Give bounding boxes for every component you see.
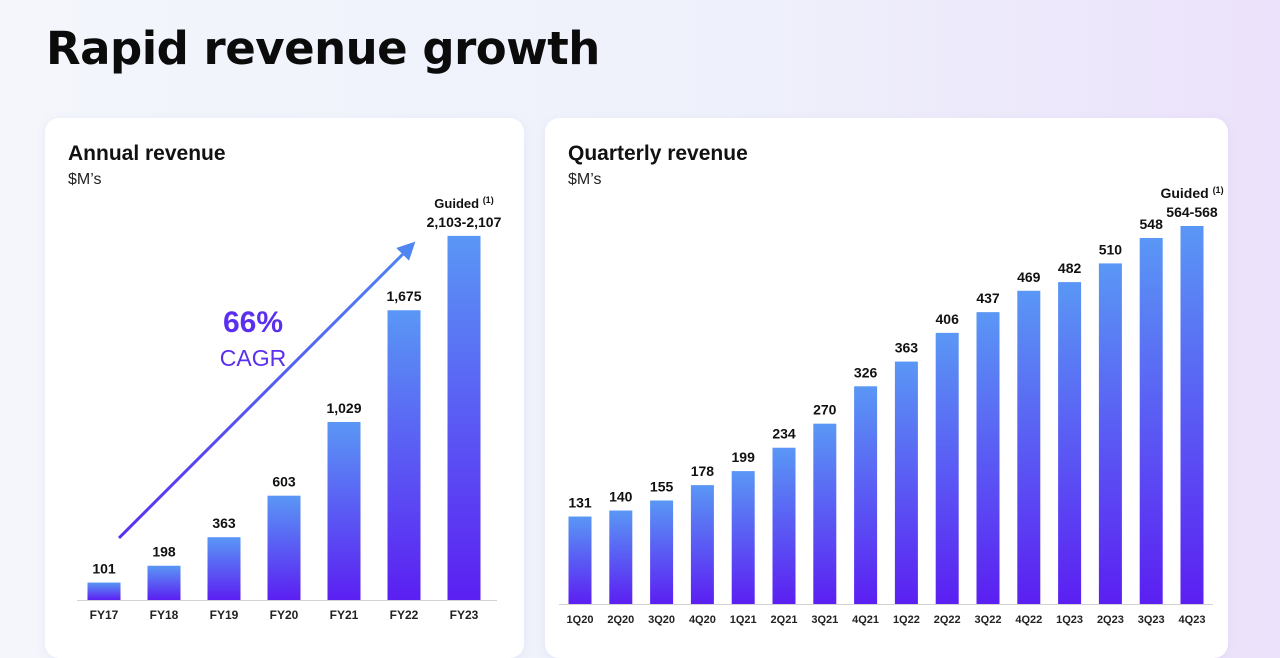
tick-label-3q21: 3Q21 xyxy=(811,614,838,626)
tick-label-1q22: 1Q22 xyxy=(893,614,920,626)
tick-label-1q20: 1Q20 xyxy=(567,614,594,626)
data-label-2q21: 234 xyxy=(772,426,796,442)
data-label-1q23: 482 xyxy=(1058,260,1082,276)
bar-2q20 xyxy=(609,510,633,604)
bar-2q23 xyxy=(1098,263,1122,604)
tick-label-1q23: 1Q23 xyxy=(1056,614,1083,626)
bar-1q20 xyxy=(568,516,592,604)
bar-fy17 xyxy=(87,582,121,600)
data-label-fy17: 101 xyxy=(92,561,116,577)
bar-1q21 xyxy=(731,471,755,604)
annual-revenue-card: Annual revenue $M’s 101 FY17 198 FY18 363 FY1… xyxy=(45,118,524,658)
quarterly-revenue-chart: 131 1Q20 140 2Q20 155 3Q20 178 4Q20 199 1Q21 234 2Q… xyxy=(559,185,1224,626)
data-label-fy18: 198 xyxy=(152,544,176,560)
data-label-fy20: 603 xyxy=(272,474,296,490)
bar-1q23 xyxy=(1058,282,1082,604)
data-label-4q22: 469 xyxy=(1017,269,1041,285)
tick-label-fy23: FY23 xyxy=(450,608,479,622)
data-label-4q21: 326 xyxy=(854,364,878,380)
tick-label-fy20: FY20 xyxy=(270,608,299,622)
bar-3q21 xyxy=(813,423,837,604)
data-label-1q22: 363 xyxy=(895,340,919,356)
tick-label-2q21: 2Q21 xyxy=(771,614,798,626)
quarterly-revenue-title: Quarterly revenue xyxy=(568,142,748,165)
bar-fy21 xyxy=(327,421,361,600)
tick-label-1q21: 1Q21 xyxy=(730,614,757,626)
bar-3q22 xyxy=(976,312,1000,604)
bar-3q23 xyxy=(1139,238,1163,604)
annual-revenue-chart: 101 FY17 198 FY18 363 FY19 603 FY20 1,029 FY21 1,6… xyxy=(77,195,502,622)
cagr-label: CAGR xyxy=(219,345,287,371)
tick-label-3q23: 3Q23 xyxy=(1138,614,1165,626)
data-label-fy23: 2,103-2,107 xyxy=(427,214,502,230)
tick-label-fy21: FY21 xyxy=(330,608,359,622)
data-label-3q20: 155 xyxy=(650,478,674,494)
page-title: Rapid revenue growth xyxy=(46,22,600,75)
tick-label-2q22: 2Q22 xyxy=(934,614,961,626)
bar-4q20 xyxy=(690,485,714,604)
bar-fy18 xyxy=(147,565,181,600)
bar-4q23 xyxy=(1180,226,1204,604)
annual-revenue-title: Annual revenue xyxy=(68,142,226,165)
bar-4q22 xyxy=(1017,290,1041,604)
data-label-2q22: 406 xyxy=(936,311,960,327)
quarterly-revenue-card: Quarterly revenue $M’s 131 1Q20 140 2Q20 155… xyxy=(545,118,1228,658)
tick-label-4q20: 4Q20 xyxy=(689,614,716,626)
data-label-1q21: 199 xyxy=(732,449,756,465)
bar-2q21 xyxy=(772,447,796,604)
cagr-value: 66% xyxy=(222,306,284,339)
quarterly-revenue-unit: $M’s xyxy=(568,171,602,188)
bar-fy22 xyxy=(387,310,421,600)
data-label-2q23: 510 xyxy=(1099,241,1123,257)
cagr-arrow xyxy=(117,241,416,540)
guided-footnote: (1) xyxy=(1213,185,1224,195)
tick-label-4q21: 4Q21 xyxy=(852,614,879,626)
data-label-fy22: 1,675 xyxy=(386,288,421,304)
data-label-4q20: 178 xyxy=(691,463,715,479)
bar-2q22 xyxy=(935,332,959,604)
tick-label-4q23: 4Q23 xyxy=(1179,614,1206,626)
tick-label-3q20: 3Q20 xyxy=(648,614,675,626)
bar-fy20 xyxy=(267,495,301,600)
bar-3q20 xyxy=(650,500,674,604)
bar-fy19 xyxy=(207,537,241,600)
tick-label-3q22: 3Q22 xyxy=(975,614,1002,626)
guided-note: Guided (1) xyxy=(1160,185,1223,201)
tick-label-2q23: 2Q23 xyxy=(1097,614,1124,626)
data-label-fy21: 1,029 xyxy=(326,400,361,416)
bar-fy23 xyxy=(447,235,481,600)
data-label-3q23: 548 xyxy=(1140,216,1164,232)
tick-label-fy19: FY19 xyxy=(210,608,239,622)
tick-label-2q20: 2Q20 xyxy=(607,614,634,626)
data-label-2q20: 140 xyxy=(609,489,633,505)
data-label-1q20: 131 xyxy=(568,495,592,511)
bar-4q21 xyxy=(854,386,878,604)
tick-label-4q22: 4Q22 xyxy=(1015,614,1042,626)
bar-1q22 xyxy=(894,361,918,604)
data-label-3q22: 437 xyxy=(976,290,1000,306)
guided-note: Guided (1) xyxy=(434,195,493,211)
tick-label-fy17: FY17 xyxy=(90,608,119,622)
data-label-3q21: 270 xyxy=(813,402,837,418)
guided-footnote: (1) xyxy=(483,195,494,205)
data-label-4q23: 564-568 xyxy=(1166,204,1218,220)
annual-revenue-unit: $M’s xyxy=(68,171,102,188)
tick-label-fy22: FY22 xyxy=(390,608,419,622)
tick-label-fy18: FY18 xyxy=(150,608,179,622)
data-label-fy19: 363 xyxy=(212,515,236,531)
